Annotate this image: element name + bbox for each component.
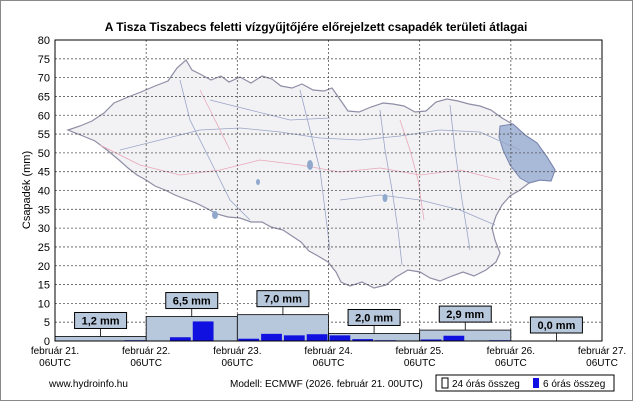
x-tick-date: február 21. [31, 346, 79, 357]
daily-value-labels: 1,2 mm 6,5 mm 7,0 mm 2,0 mm 2,9 mm 0,0 mm [74, 290, 583, 341]
y-tick-label: 70 [38, 73, 50, 85]
y-tick-label: 50 [38, 148, 50, 160]
daily-value-label: 0,0 mm [537, 320, 575, 332]
six-hour-bar [192, 321, 214, 341]
x-tick-time: 06UTC [221, 358, 253, 369]
daily-total-bar [419, 329, 512, 342]
six-hour-bar [329, 335, 351, 341]
x-tick-date: február 22. [122, 346, 170, 357]
six-hour-bar [261, 333, 282, 341]
y-tick-label: 75 [38, 54, 50, 66]
legend: 24 órás összeg 6 órás összeg [435, 374, 615, 392]
daily-value-label: 1,2 mm [82, 315, 120, 327]
six-hour-bar [352, 339, 374, 341]
x-tick-time: 06UTC [130, 358, 162, 369]
six-hour-bar [238, 338, 260, 341]
footer-model: Modell: ECMWF (2026. február 21. 00UTC) [230, 379, 423, 390]
legend-swatch-24h [441, 377, 449, 389]
x-tick-date: február 25. [395, 346, 443, 357]
x-tick-time: 06UTC [313, 358, 345, 369]
y-tick-label: 80 [38, 35, 50, 47]
plot-frame [54, 39, 603, 342]
daily-total-bar [145, 316, 238, 342]
y-tick-label: 45 [38, 167, 50, 179]
x-tick-time: 06UTC [404, 358, 436, 369]
six-hour-bar [169, 337, 191, 341]
x-tick-time: 06UTC [495, 358, 527, 369]
footer-website: www.hydroinfo.hu [48, 379, 128, 390]
x-tick-time: 06UTC [586, 358, 618, 369]
six-hour-bar [443, 335, 465, 341]
y-axis-label: Csapadék (mm) [21, 151, 33, 229]
x-tick-date: február 27. [578, 346, 626, 357]
legend-box [435, 374, 615, 392]
y-tick-label: 55 [38, 129, 50, 141]
y-tick-label: 15 [38, 280, 50, 292]
six-hour-bar [420, 339, 442, 341]
daily-value-label: 7,0 mm [264, 294, 302, 306]
chart-title: A Tisza Tiszabecs feletti vízgyűjtőjére … [105, 20, 528, 34]
y-tick-label: 40 [38, 186, 50, 198]
x-tick-date: február 26. [487, 346, 535, 357]
legend-label-24h: 24 órás összeg [452, 379, 520, 390]
y-tick-label: 25 [38, 242, 50, 254]
legend-label-6h: 6 órás összeg [543, 379, 605, 390]
y-tick-label: 30 [38, 223, 50, 235]
y-axis-ticks: 0 5 10 15 20 25 30 35 40 45 50 55 60 65 70 75 80 [38, 35, 50, 348]
daily-value-label: 2,9 mm [446, 309, 484, 321]
x-tick-time: 06UTC [39, 358, 71, 369]
six-hour-bar [283, 335, 305, 341]
legend-swatch-6h [533, 378, 539, 388]
y-tick-label: 5 [44, 317, 50, 329]
y-tick-label: 20 [38, 261, 50, 273]
y-tick-label: 10 [38, 298, 50, 310]
daily-value-label: 2,0 mm [355, 312, 393, 324]
y-tick-label: 65 [38, 91, 50, 103]
x-tick-date: február 23. [213, 346, 261, 357]
six-hour-bars [78, 321, 510, 341]
y-tick-label: 0 [44, 336, 50, 348]
six-hour-bar [306, 334, 328, 341]
daily-value-label: 6,5 mm [173, 296, 211, 308]
y-tick-label: 35 [38, 204, 50, 216]
x-tick-date: február 24. [304, 346, 352, 357]
y-tick-label: 60 [38, 110, 50, 122]
basin-map-background [66, 59, 556, 289]
